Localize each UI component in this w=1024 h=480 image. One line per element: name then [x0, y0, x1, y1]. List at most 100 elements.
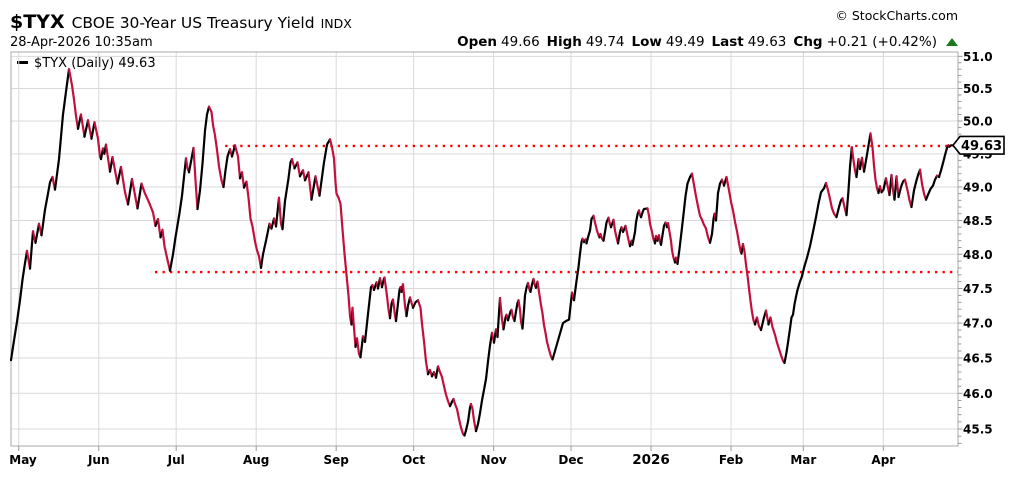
- price-line-down-segment: [850, 146, 858, 179]
- exchange-label: INDX: [320, 16, 352, 31]
- x-axis-label: Jul: [167, 453, 185, 467]
- open-value: 49.66: [501, 34, 540, 50]
- price-line-down-segment: [161, 228, 172, 272]
- price-line-down-segment: [646, 207, 657, 245]
- last-value: 49.63: [747, 34, 787, 50]
- y-axis-label: 48.5: [963, 214, 993, 228]
- price-line-up-segment: [783, 181, 828, 364]
- price-line-down-segment: [67, 68, 80, 130]
- price-line-up-segment: [659, 221, 667, 246]
- price-line-up-segment: [602, 216, 610, 242]
- price-line-down-segment: [498, 297, 505, 331]
- x-axis-label: Feb: [719, 453, 744, 467]
- price-line-down-segment: [536, 280, 554, 361]
- price-line-down-segment: [111, 156, 119, 185]
- price-line-up-segment: [359, 335, 365, 359]
- price-line-down-segment: [592, 214, 601, 239]
- price-line-up-segment: [53, 68, 71, 191]
- price-line-up-segment: [924, 174, 939, 201]
- price-line-down-segment: [895, 175, 900, 199]
- chg-label: Chg: [793, 34, 823, 50]
- y-axis-label: 47.0: [963, 317, 993, 331]
- y-axis-label: 50.5: [963, 82, 993, 96]
- price-line-up-segment: [572, 237, 584, 302]
- ticker-symbol: $TYX: [10, 11, 65, 33]
- price-line-up-segment: [40, 175, 54, 237]
- chg-value: +0.21 (+0.42%): [826, 34, 937, 50]
- price-line-down-segment: [436, 365, 452, 408]
- price-line-down-segment: [86, 119, 93, 140]
- price-line-down-segment: [207, 105, 225, 189]
- price-line-down-segment: [824, 181, 838, 219]
- open-label: Open: [457, 34, 498, 50]
- price-line-down-segment: [769, 316, 786, 364]
- x-axis-label: Mar: [790, 453, 816, 467]
- x-axis-label: May: [9, 453, 37, 467]
- price-line-up-segment: [474, 331, 494, 433]
- price-line-down-segment: [351, 306, 357, 348]
- y-axis-label: 45.5: [963, 422, 993, 436]
- price-line-down-segment: [296, 161, 302, 178]
- price-line-down-segment: [408, 296, 415, 309]
- price-line-down-segment: [328, 138, 353, 326]
- last-label: Last: [711, 34, 744, 50]
- price-line-down-segment: [869, 132, 880, 195]
- high-value: 49.74: [585, 34, 625, 50]
- price-line-down-segment: [401, 283, 408, 318]
- low-value: 49.49: [665, 34, 705, 50]
- x-axis-label: Dec: [558, 453, 583, 467]
- price-line-up-segment: [585, 214, 595, 245]
- price-line-up-segment: [405, 296, 412, 318]
- price-line-up-segment: [845, 146, 853, 217]
- last-price-tag[interactable]: 49.63: [951, 135, 1005, 155]
- y-axis-label: 47.5: [963, 282, 993, 296]
- x-axis-label: Sep: [323, 453, 349, 467]
- price-line-up-segment: [222, 148, 232, 189]
- price-line-down-segment: [79, 113, 86, 138]
- last-price-tag-box: [951, 135, 1005, 155]
- price-line-up-segment: [126, 177, 134, 206]
- price-line-down-segment: [104, 143, 112, 173]
- x-axis-label: Apr: [871, 453, 895, 467]
- price-line-down-segment: [140, 182, 157, 227]
- legend-last-value: 49.63: [118, 56, 156, 71]
- price-line-up-segment: [363, 284, 374, 343]
- y-axis-label: 48.0: [963, 248, 993, 262]
- chart-legend: $TYX (Daily) 49.63: [17, 56, 156, 71]
- price-line-down-segment: [666, 222, 677, 264]
- price-line-down-segment: [192, 146, 199, 211]
- x-axis: [18, 446, 884, 451]
- y-axis-label: 51.0: [963, 50, 993, 64]
- instrument-name: CBOE 30-Year US Treasury Yield: [71, 14, 315, 32]
- price-line-up-segment: [676, 172, 694, 265]
- price-line-up-segment: [394, 286, 402, 323]
- price-line-down-segment: [416, 299, 430, 376]
- low-label: Low: [631, 34, 662, 50]
- price-line-up-segment: [880, 177, 888, 194]
- x-axis-label: Aug: [243, 453, 269, 467]
- stockcharts-credit: © StockCharts.com: [835, 8, 958, 23]
- price-line-down-segment: [690, 172, 712, 244]
- title-bar: $TYX CBOE 30-Year US Treasury Yield INDX: [10, 11, 352, 33]
- price-line[interactable]: [9, 68, 955, 437]
- y-axis-label: 46.5: [963, 351, 993, 365]
- price-line-down-segment: [307, 171, 313, 201]
- price-line-up-segment: [631, 209, 641, 246]
- price-line-up-segment: [551, 291, 574, 361]
- price-line-down-segment: [741, 243, 757, 326]
- price-line-up-segment: [714, 178, 724, 222]
- price-line-down-segment: [624, 224, 632, 248]
- price-line-down-segment: [130, 177, 139, 210]
- x-axis-label: 2026: [632, 452, 670, 468]
- price-line-down-segment: [725, 175, 743, 255]
- price-line-up-segment: [136, 182, 143, 210]
- y-axis-label: 50.0: [963, 115, 993, 129]
- price-line-up-segment: [937, 144, 950, 179]
- price-line-up-segment: [835, 197, 844, 219]
- price-line-down-segment: [245, 180, 263, 269]
- x-axis-label: Nov: [481, 453, 507, 467]
- y-axis-ticks: [958, 55, 963, 444]
- price-line-down-segment: [240, 171, 246, 189]
